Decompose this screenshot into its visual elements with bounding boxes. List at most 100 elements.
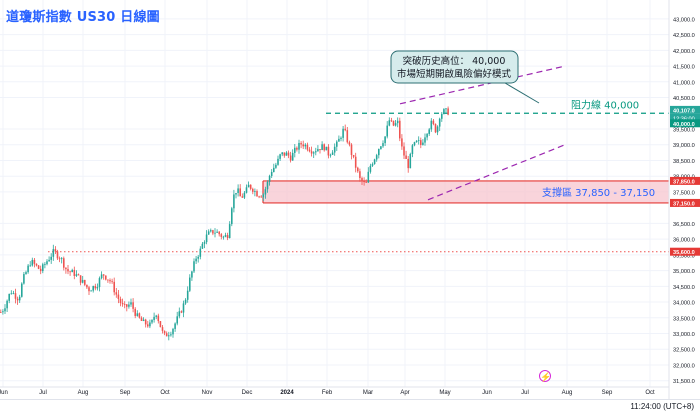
chart-grid bbox=[0, 0, 669, 387]
candle-body bbox=[413, 142, 416, 146]
candle-body bbox=[84, 279, 86, 285]
candle-body bbox=[403, 146, 405, 156]
candle-body bbox=[90, 290, 92, 292]
candle-body bbox=[340, 137, 342, 139]
candle-body bbox=[323, 144, 325, 151]
candle-body bbox=[237, 188, 239, 193]
candle-body bbox=[37, 265, 40, 269]
time-tick-label: Dec bbox=[242, 390, 253, 396]
candle-body bbox=[375, 155, 378, 160]
candle-body bbox=[123, 304, 126, 305]
replay-icon[interactable]: ⚡ bbox=[539, 370, 552, 382]
candle-body bbox=[392, 120, 395, 126]
candle-body bbox=[157, 315, 160, 322]
callout-line-1: 突破历史高位： 40,000 bbox=[403, 55, 506, 67]
price-tick-label: 32,000.0 bbox=[673, 363, 695, 369]
candle-body bbox=[426, 133, 428, 138]
candle-body bbox=[287, 152, 290, 156]
candle-body bbox=[134, 308, 136, 316]
candle-body bbox=[79, 275, 82, 283]
candle-body bbox=[207, 231, 210, 235]
candle-body bbox=[172, 328, 174, 335]
candle-body bbox=[262, 194, 265, 198]
candle-body bbox=[199, 248, 202, 257]
candle-body bbox=[63, 258, 65, 268]
time-tick-label: Apr bbox=[400, 390, 409, 396]
candle-body bbox=[218, 231, 220, 235]
candle-body bbox=[260, 196, 262, 198]
candle-body bbox=[283, 152, 286, 156]
candle-body bbox=[126, 304, 128, 307]
candle-body bbox=[205, 234, 208, 243]
candle-body bbox=[396, 120, 399, 124]
time-axis[interactable]: Jun Jul Aug Sep Oct Nov Dec 2024 Feb Mar Apr May Jun… bbox=[0, 386, 669, 396]
callout-box bbox=[390, 50, 519, 84]
candle-body bbox=[300, 142, 302, 145]
candle-body bbox=[363, 181, 365, 183]
candle-body bbox=[33, 259, 36, 264]
candle-body bbox=[96, 287, 99, 289]
candle-body bbox=[235, 192, 237, 195]
candle-body bbox=[58, 258, 61, 260]
price-tag-resistance: 40,000.0 bbox=[673, 122, 695, 128]
candle-body bbox=[310, 151, 313, 154]
price-tick-label: 34,000.0 bbox=[673, 301, 695, 307]
candle-body bbox=[52, 249, 55, 257]
candle-body bbox=[373, 159, 376, 165]
price-tag-support-lower: 37,150.0 bbox=[673, 201, 695, 207]
time-tick-label: Feb bbox=[322, 390, 333, 396]
countdown-tag-bg bbox=[670, 113, 700, 122]
candle-body bbox=[212, 230, 214, 234]
chart-title: 道瓊斯指數 US30 日線圖 bbox=[6, 10, 160, 25]
candle-body bbox=[151, 319, 153, 323]
candle-body bbox=[344, 128, 346, 131]
candle-body bbox=[147, 324, 149, 327]
status-time[interactable]: 11:24:00 (UTC+8) bbox=[630, 402, 694, 411]
price-axis[interactable]: 43,000.0 42,500.0 42,000.0 41,500.0 41,000.0… bbox=[668, 0, 700, 399]
candle-body bbox=[117, 294, 120, 299]
candle-body bbox=[245, 187, 248, 193]
candle-body bbox=[333, 146, 336, 153]
candle-body bbox=[65, 267, 67, 270]
candle-body bbox=[136, 313, 139, 316]
candle-body bbox=[130, 302, 132, 305]
candle-body bbox=[329, 154, 332, 156]
candle-body bbox=[346, 130, 349, 143]
candle-body bbox=[119, 298, 122, 303]
time-tick-label: Aug bbox=[78, 390, 89, 396]
candle-body bbox=[405, 155, 407, 159]
candle-body bbox=[176, 316, 178, 324]
price-tick-label: 41,500.0 bbox=[673, 65, 695, 71]
time-tick-label: Jul bbox=[521, 390, 529, 396]
candle-body bbox=[430, 120, 433, 130]
candle-body bbox=[8, 293, 10, 301]
price-tick-label: 33,500.0 bbox=[673, 316, 695, 322]
time-tick-label: Aug bbox=[562, 390, 573, 396]
time-tick-label: Jun bbox=[482, 390, 492, 396]
price-tag-last: 40,107.0 bbox=[673, 108, 695, 114]
candle-body bbox=[319, 149, 321, 151]
candle-body bbox=[317, 149, 319, 152]
candle-body bbox=[291, 152, 294, 161]
candle-body bbox=[92, 286, 94, 291]
candle-body bbox=[321, 144, 323, 151]
candle-body bbox=[184, 299, 187, 304]
candle-body bbox=[16, 298, 19, 301]
candle-body bbox=[67, 269, 69, 272]
candle-body bbox=[69, 271, 71, 273]
price-tick-label: 35,000.0 bbox=[673, 269, 695, 275]
candle-body bbox=[325, 146, 328, 151]
candle-body bbox=[54, 249, 57, 252]
candle-body bbox=[281, 152, 283, 155]
candle-body bbox=[252, 188, 254, 192]
price-tick-label: 42,000.0 bbox=[673, 49, 695, 55]
time-tick-label: Nov bbox=[202, 390, 213, 396]
candle-body bbox=[369, 165, 372, 172]
price-tick-label: 35,500.0 bbox=[673, 253, 695, 259]
candle-body bbox=[401, 138, 403, 147]
support-band bbox=[263, 180, 669, 203]
candle-body bbox=[357, 167, 359, 172]
candle-body bbox=[60, 258, 63, 260]
channel-lower-line bbox=[427, 144, 566, 201]
